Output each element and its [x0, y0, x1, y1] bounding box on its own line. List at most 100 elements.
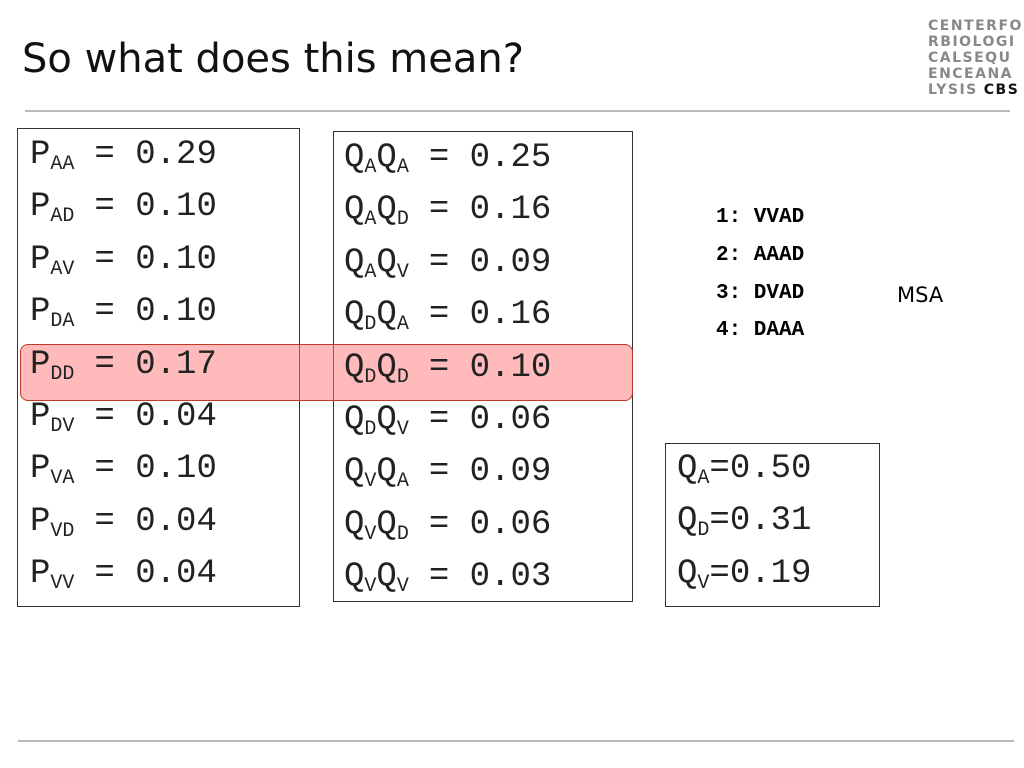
subscript: AD [50, 205, 75, 229]
symbol: Q [376, 139, 397, 177]
value: = 0.04 [94, 398, 217, 436]
q-row: QDQD = 0.10 [344, 351, 551, 388]
logo-line: ENCEANA [928, 66, 1014, 82]
q-row: QVQV = 0.03 [344, 560, 551, 597]
p-row: PAV = 0.10 [30, 243, 217, 280]
symbol: Q [376, 296, 397, 335]
alignment-row: 2: AAAD [716, 243, 805, 267]
subscript: V [364, 575, 377, 599]
symbol: Q [376, 401, 397, 439]
subscript: AV [50, 257, 75, 281]
symbol: Q [344, 191, 365, 230]
logo-line: LYSIS CBS [928, 82, 1020, 98]
freq-row: QV=0.19 [677, 557, 811, 594]
symbol: P [30, 293, 51, 332]
subscript: V [396, 418, 409, 441]
symbol: Q [376, 348, 397, 387]
symbol: Q [344, 348, 365, 387]
p-row: PAD = 0.10 [30, 190, 217, 227]
highlight [20, 344, 633, 401]
logo-line: CALSEQU [928, 50, 1012, 66]
subscript: A [697, 467, 710, 490]
subscript: D [364, 313, 377, 337]
p-row: PDA = 0.10 [30, 295, 217, 332]
subscript: D [396, 522, 409, 546]
subscript: V [364, 522, 377, 546]
value: = 0.10 [94, 188, 217, 227]
symbol: P [30, 345, 51, 384]
slide-title: So what does this mean? [22, 36, 524, 82]
value: = 0.10 [94, 293, 217, 332]
p-row: PVV = 0.04 [30, 557, 217, 594]
subscript: A [364, 156, 377, 179]
p-row: PAA = 0.29 [30, 138, 217, 175]
subscript: V [396, 575, 409, 599]
subscript: VV [50, 572, 75, 596]
symbol: Q [376, 243, 397, 282]
value: = 0.09 [428, 453, 552, 492]
symbol: P [30, 398, 51, 436]
value: = 0.16 [428, 296, 552, 335]
value: = 0.10 [428, 348, 552, 387]
alignment-row: 3: DVAD [716, 281, 805, 305]
symbol: Q [344, 505, 365, 544]
q-row: QVQD = 0.06 [344, 508, 551, 545]
p-row: PDD = 0.17 [30, 348, 217, 385]
symbol: P [30, 450, 51, 489]
p-row: PVD = 0.04 [30, 505, 217, 542]
subscript: D [396, 208, 409, 232]
value: = 0.06 [428, 401, 552, 439]
subscript: DD [50, 362, 75, 386]
subscript: D [364, 418, 377, 441]
subscript: A [364, 208, 377, 232]
freq-row: QD=0.31 [677, 504, 811, 541]
subscript: DA [50, 310, 75, 334]
subscript: V [396, 260, 409, 284]
value: = 0.16 [428, 191, 552, 230]
symbol: Q [376, 505, 397, 544]
value: = 0.10 [94, 240, 217, 279]
value: = 0.04 [94, 502, 217, 541]
alignment-label: MSA [897, 283, 944, 307]
subscript: A [364, 260, 377, 284]
symbol: Q [344, 296, 365, 335]
subscript: D [364, 365, 377, 389]
subscript: DV [50, 415, 75, 438]
logo: CENTERFO RBIOLOGI CALSEQU ENCEANA LYSIS CBS [928, 18, 1023, 98]
value: =0.31 [709, 502, 812, 541]
value: = 0.25 [428, 139, 552, 177]
value: = 0.03 [428, 558, 552, 597]
subscript: A [396, 470, 409, 494]
value: = 0.17 [94, 345, 217, 384]
p-row: PDV = 0.04 [30, 400, 217, 437]
logo-line: CENTERFO [928, 18, 1023, 34]
value: = 0.06 [428, 505, 552, 544]
alignment-row: 1: VVAD [716, 206, 805, 229]
symbol: Q [344, 243, 365, 282]
logo-bold: CBS [983, 82, 1020, 98]
symbol: P [30, 240, 51, 279]
value: =0.19 [709, 554, 812, 593]
subscript: D [697, 519, 710, 543]
value: = 0.29 [94, 136, 217, 174]
symbol: Q [677, 554, 698, 593]
q-row: QAQV = 0.09 [344, 246, 551, 283]
subscript: D [396, 365, 409, 389]
subscript: A [396, 156, 409, 179]
symbol: P [30, 188, 51, 227]
value: = 0.04 [94, 555, 217, 594]
symbol: Q [677, 502, 698, 541]
q-row: QVQA = 0.09 [344, 455, 551, 492]
symbol: P [30, 555, 51, 594]
symbol: Q [677, 450, 698, 488]
symbol: Q [376, 191, 397, 230]
q-row: QDQA = 0.16 [344, 298, 551, 335]
subscript: V [697, 571, 710, 595]
q-row: QDQV = 0.06 [344, 403, 551, 440]
subscript: VD [50, 519, 75, 543]
divider [18, 740, 1014, 742]
symbol: P [30, 136, 51, 174]
symbol: P [30, 502, 51, 541]
symbol: Q [344, 453, 365, 492]
